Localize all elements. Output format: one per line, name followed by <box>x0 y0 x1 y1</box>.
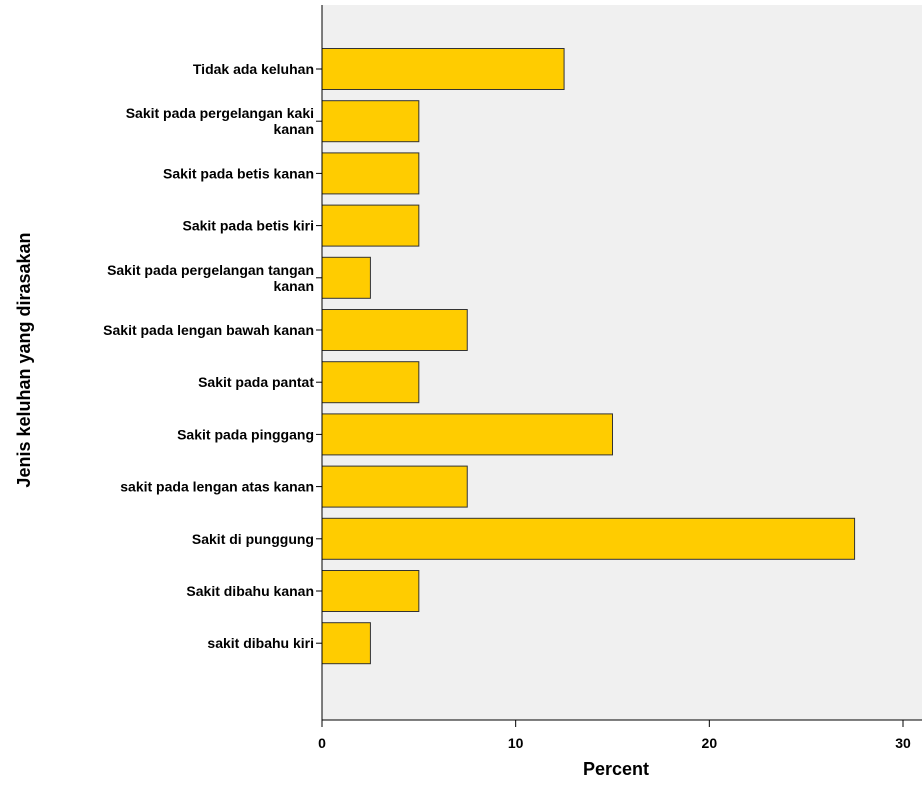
bar <box>321 48 565 90</box>
category-label: Sakit pada betis kiri <box>183 218 315 234</box>
category-labels: Tidak ada keluhan Sakit pada pergelangan … <box>103 61 322 651</box>
bar <box>321 204 420 247</box>
x-axis-ticks: 0 10 20 30 <box>318 720 911 751</box>
bar <box>321 570 420 612</box>
x-axis-title: Percent <box>583 759 649 779</box>
category-label: Sakit di punggung <box>192 531 314 547</box>
bar <box>321 152 420 195</box>
category-label: Tidak ada keluhan <box>193 61 314 77</box>
y-axis-title: Jenis keluhan yang dirasakan <box>14 232 34 487</box>
bars-group <box>321 48 856 665</box>
bar <box>321 465 468 508</box>
category-label: Sakit pada lengan bawah kanan <box>103 322 314 338</box>
bar <box>321 517 856 560</box>
bar <box>321 413 613 456</box>
bar <box>321 361 420 404</box>
x-tick-label: 20 <box>702 735 718 751</box>
bar <box>321 256 371 299</box>
category-label: Sakit pada betis kanan <box>163 165 314 181</box>
category-label: Sakit pada pantat <box>198 374 314 390</box>
category-label: Sakit dibahu kanan <box>186 583 314 599</box>
x-tick-label: 0 <box>318 735 326 751</box>
bar <box>321 309 468 351</box>
category-label: Sakit pada pinggang <box>177 426 314 442</box>
category-label: sakit dibahu kiri <box>207 635 314 651</box>
x-tick-label: 10 <box>508 735 524 751</box>
x-tick-label: 30 <box>895 735 911 751</box>
category-label: kanan <box>274 121 314 137</box>
category-label: sakit pada lengan atas kanan <box>120 479 314 495</box>
category-label: Sakit pada pergelangan kaki <box>126 105 314 121</box>
category-label: kanan <box>274 278 314 294</box>
bar <box>321 622 371 665</box>
bar <box>321 100 420 143</box>
plot-area <box>322 5 922 720</box>
category-label: Sakit pada pergelangan tangan <box>107 262 314 278</box>
